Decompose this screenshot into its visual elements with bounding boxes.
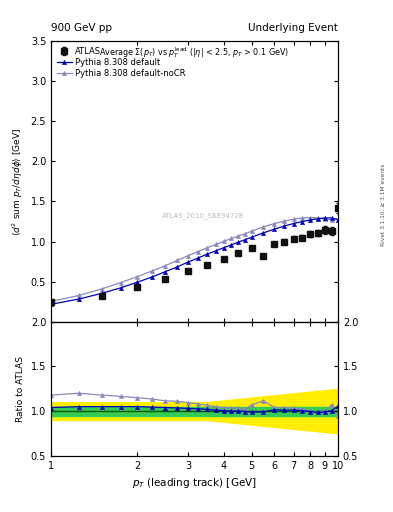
Pythia 8.308 default-noCR xyxy=(163,263,167,269)
Pythia 8.308 default-noCR xyxy=(196,249,200,255)
Pythia 8.308 default xyxy=(163,269,167,275)
X-axis label: $p_T$ (leading track) [GeV]: $p_T$ (leading track) [GeV] xyxy=(132,476,257,490)
Pythia 8.308 default-noCR xyxy=(175,258,180,264)
Pythia 8.308 default-noCR xyxy=(118,280,123,286)
Pythia 8.308 default xyxy=(291,221,296,227)
Pythia 8.308 default-noCR xyxy=(272,221,277,227)
Pythia 8.308 default-noCR xyxy=(300,215,305,221)
Pythia 8.308 default-noCR xyxy=(282,218,286,224)
Pythia 8.308 default-noCR xyxy=(308,215,312,221)
Pythia 8.308 default-noCR xyxy=(261,224,266,230)
Text: ATLAS_2010_S8894728: ATLAS_2010_S8894728 xyxy=(162,212,244,219)
Pythia 8.308 default xyxy=(185,259,190,265)
Pythia 8.308 default-noCR xyxy=(213,241,218,247)
Pythia 8.308 default-noCR xyxy=(229,236,234,242)
Pythia 8.308 default xyxy=(99,290,104,296)
Pythia 8.308 default xyxy=(205,251,209,257)
Pythia 8.308 default-noCR xyxy=(135,273,140,280)
Pythia 8.308 default xyxy=(243,237,248,243)
Pythia 8.308 default xyxy=(236,239,241,245)
Legend: ATLAS, Pythia 8.308 default, Pythia 8.308 default-noCR: ATLAS, Pythia 8.308 default, Pythia 8.30… xyxy=(55,45,187,80)
Pythia 8.308 default-noCR xyxy=(205,245,209,251)
Pythia 8.308 default xyxy=(150,274,154,280)
Pythia 8.308 default xyxy=(336,217,340,223)
Pythia 8.308 default-noCR xyxy=(77,292,81,298)
Y-axis label: Ratio to ATLAS: Ratio to ATLAS xyxy=(16,356,25,422)
Pythia 8.308 default-noCR xyxy=(315,215,320,221)
Pythia 8.308 default xyxy=(329,215,334,221)
Pythia 8.308 default xyxy=(118,285,123,291)
Pythia 8.308 default-noCR xyxy=(243,230,248,237)
Pythia 8.308 default xyxy=(222,245,226,251)
Line: Pythia 8.308 default: Pythia 8.308 default xyxy=(49,216,340,307)
Pythia 8.308 default xyxy=(77,296,81,302)
Pythia 8.308 default xyxy=(249,234,254,240)
Pythia 8.308 default xyxy=(229,242,234,248)
Pythia 8.308 default xyxy=(135,279,140,285)
Pythia 8.308 default xyxy=(315,216,320,222)
Pythia 8.308 default xyxy=(213,248,218,254)
Pythia 8.308 default-noCR xyxy=(49,298,53,305)
Text: Average $\Sigma(p_T)$ vs $p_T^{\mathrm{lead}}$ ($|\eta|$ < 2.5, $p_T$ > 0.1 GeV): Average $\Sigma(p_T)$ vs $p_T^{\mathrm{l… xyxy=(99,45,290,60)
Pythia 8.308 default-noCR xyxy=(236,233,241,239)
Pythia 8.308 default xyxy=(175,264,180,270)
Pythia 8.308 default-noCR xyxy=(323,216,327,222)
Pythia 8.308 default-noCR xyxy=(222,238,226,244)
Pythia 8.308 default xyxy=(261,230,266,236)
Pythia 8.308 default-noCR xyxy=(99,286,104,292)
Y-axis label: $\langle d^2$ sum $p_T/d\eta d\phi\rangle$ [GeV]: $\langle d^2$ sum $p_T/d\eta d\phi\rangl… xyxy=(11,127,25,236)
Pythia 8.308 default xyxy=(272,226,277,232)
Line: Pythia 8.308 default-noCR: Pythia 8.308 default-noCR xyxy=(49,216,340,304)
Pythia 8.308 default-noCR xyxy=(185,252,190,259)
Pythia 8.308 default xyxy=(49,301,53,307)
Pythia 8.308 default-noCR xyxy=(336,217,340,223)
Text: 900 GeV pp: 900 GeV pp xyxy=(51,23,112,33)
Pythia 8.308 default-noCR xyxy=(150,268,154,274)
Pythia 8.308 default-noCR xyxy=(329,217,334,223)
Pythia 8.308 default xyxy=(308,217,312,223)
Pythia 8.308 default xyxy=(196,255,200,261)
Pythia 8.308 default xyxy=(282,223,286,229)
Text: Rivet 3.1.10, ≥ 3.1M events: Rivet 3.1.10, ≥ 3.1M events xyxy=(381,164,386,246)
Pythia 8.308 default-noCR xyxy=(291,216,296,222)
Pythia 8.308 default xyxy=(300,219,305,225)
Text: Underlying Event: Underlying Event xyxy=(248,23,338,33)
Pythia 8.308 default-noCR xyxy=(249,228,254,234)
Pythia 8.308 default xyxy=(323,215,327,221)
